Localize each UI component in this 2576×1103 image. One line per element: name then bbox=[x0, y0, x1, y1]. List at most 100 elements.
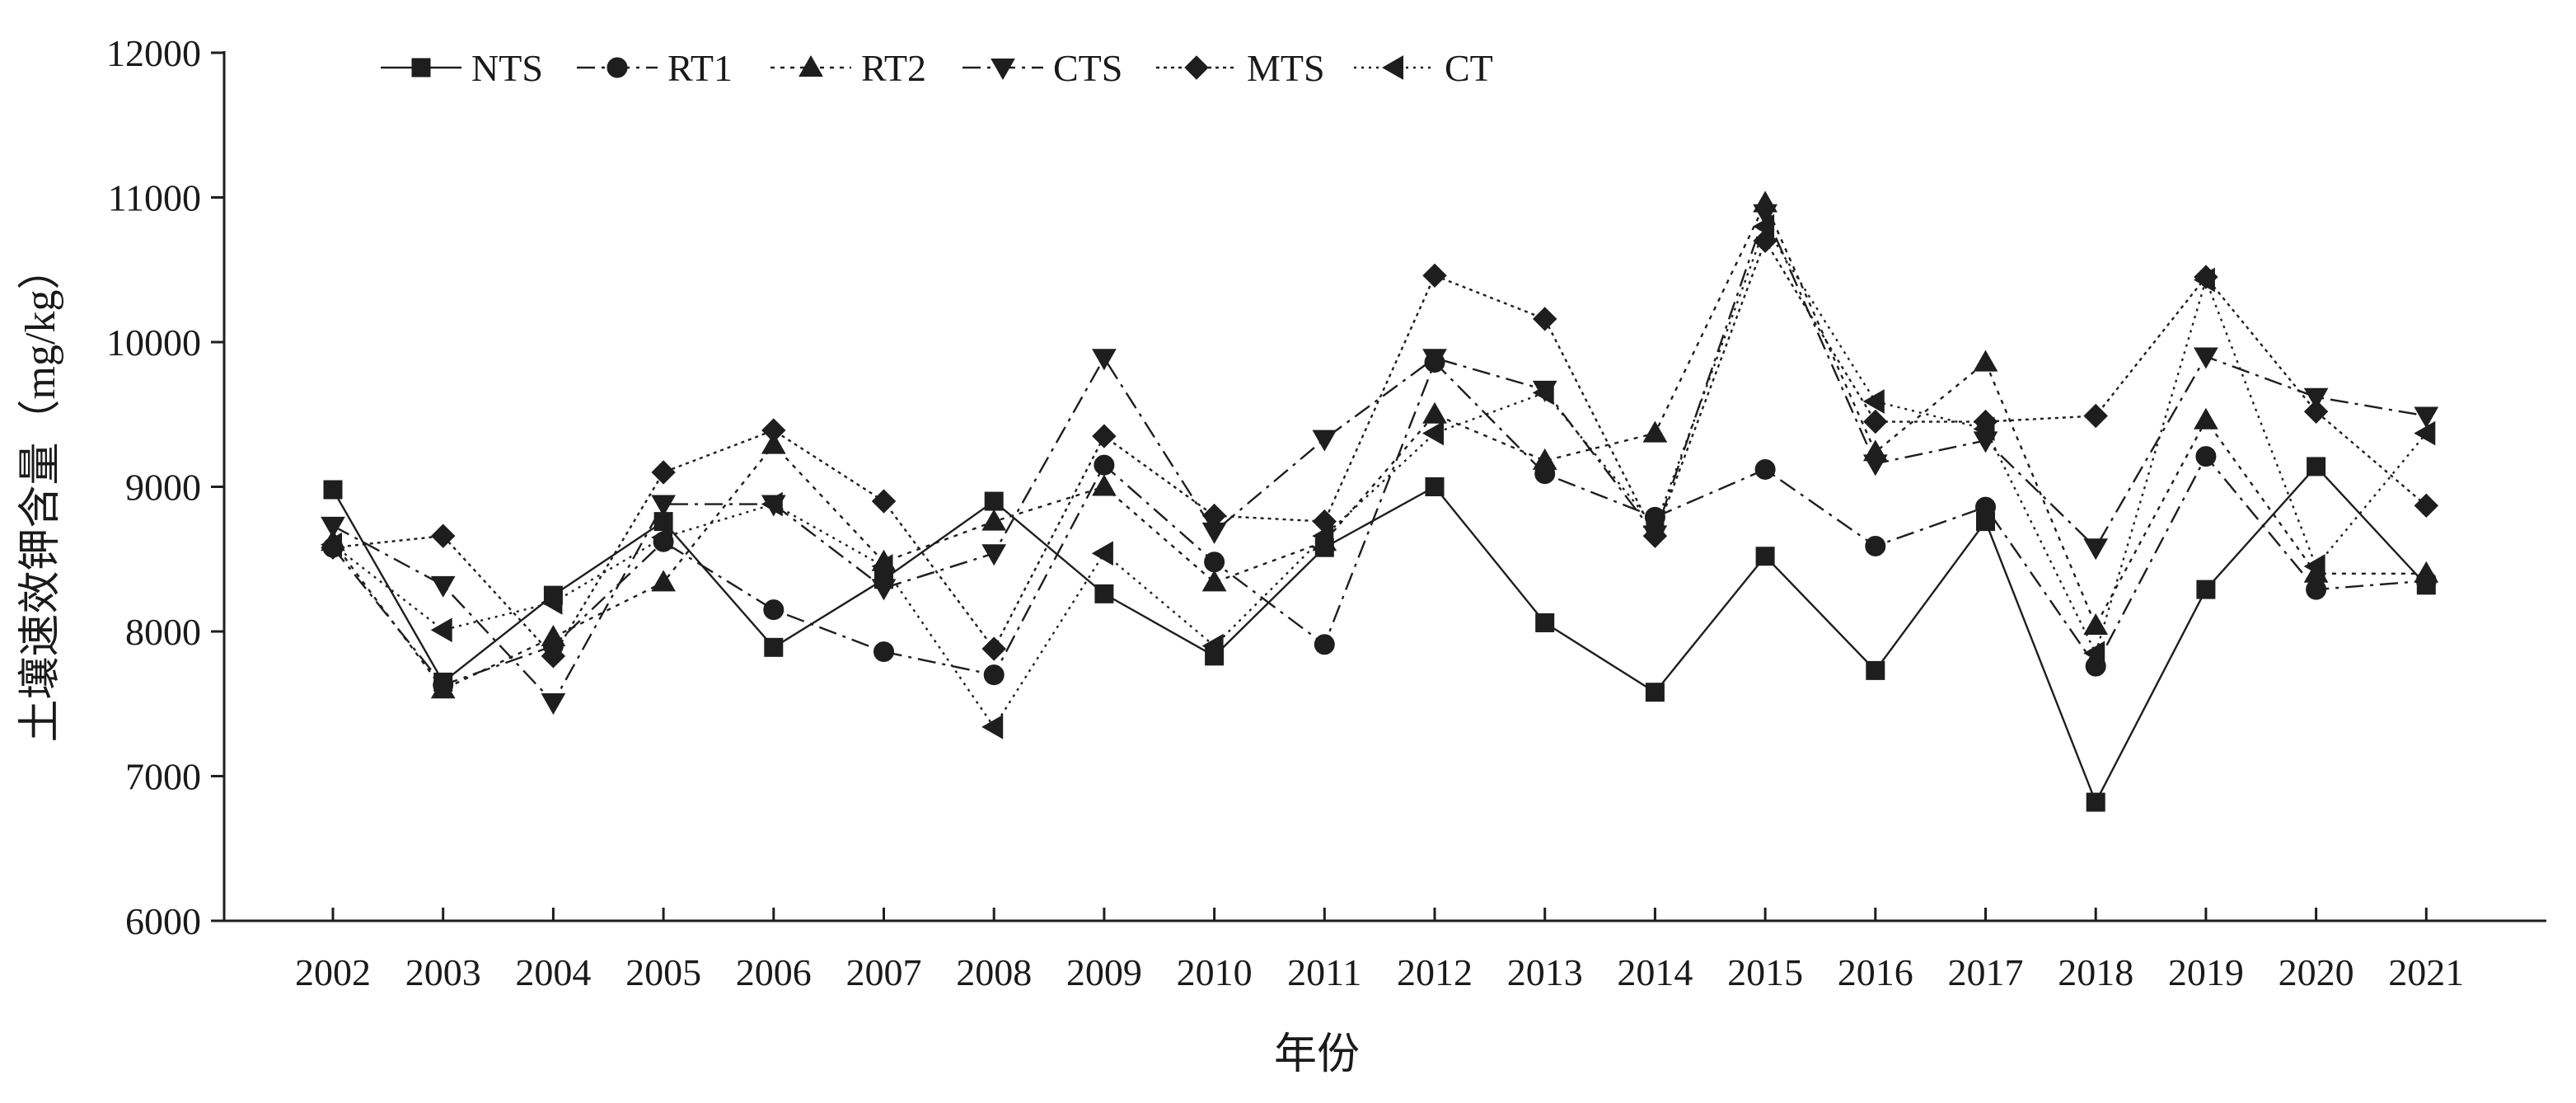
data-point-mts bbox=[1863, 409, 1888, 434]
data-point-nts bbox=[1094, 584, 1114, 603]
legend-item-nts: NTS bbox=[381, 47, 543, 89]
data-point-rt1 bbox=[873, 641, 894, 663]
data-point-rt2 bbox=[1092, 474, 1117, 496]
data-point-cts bbox=[1092, 349, 1117, 371]
data-point-ct bbox=[1753, 214, 1775, 239]
data-point-rt1 bbox=[1754, 458, 1776, 480]
data-point-mts bbox=[1532, 307, 1557, 331]
x-tick-label: 2011 bbox=[1287, 951, 1361, 993]
series-line-ct bbox=[332, 225, 2428, 729]
x-tick-label: 2020 bbox=[2279, 951, 2354, 993]
data-point-cts bbox=[2083, 538, 2109, 561]
series-mts bbox=[321, 228, 2439, 669]
series-ct bbox=[320, 214, 2436, 739]
series-line-rt1 bbox=[332, 361, 2427, 687]
data-point-nts bbox=[1866, 660, 1885, 680]
series-layer bbox=[320, 190, 2439, 812]
data-point-mts bbox=[1092, 424, 1117, 448]
data-point-rt1 bbox=[2195, 446, 2217, 467]
data-point-rt2 bbox=[1642, 420, 1668, 443]
data-point-ct bbox=[1312, 523, 1334, 549]
series-line-mts bbox=[332, 239, 2428, 658]
data-point-nts bbox=[1425, 477, 1445, 496]
legend-marker-rt2 bbox=[799, 54, 823, 77]
x-tick-label: 2017 bbox=[1948, 951, 2024, 993]
data-point-ct bbox=[1532, 380, 1554, 406]
data-point-rt2 bbox=[651, 570, 676, 592]
data-point-ct bbox=[1973, 416, 1995, 442]
legend-item-rt2: RT2 bbox=[770, 47, 926, 89]
data-point-cts bbox=[430, 575, 456, 598]
x-tick-label: 2009 bbox=[1066, 951, 1142, 993]
x-tick-label: 2013 bbox=[1507, 951, 1583, 993]
data-point-ct bbox=[981, 714, 1004, 739]
data-point-rt2 bbox=[761, 432, 786, 454]
x-tick-label: 2005 bbox=[625, 951, 701, 993]
x-tick-label: 2003 bbox=[405, 951, 481, 993]
data-point-rt2 bbox=[2083, 613, 2109, 635]
legend-item-cts: CTS bbox=[962, 47, 1122, 89]
data-point-cts bbox=[2194, 347, 2218, 369]
data-point-nts bbox=[2307, 457, 2326, 476]
data-point-cts bbox=[1862, 454, 1888, 476]
data-point-rt1 bbox=[1314, 634, 1335, 655]
axes: 6000 7000 8000 9000 10000 11000 12000 2002 2003 2… bbox=[106, 32, 2546, 993]
data-point-ct bbox=[2303, 554, 2325, 579]
x-tick-label: 2019 bbox=[2168, 951, 2244, 993]
y-tick-label: 12000 bbox=[106, 32, 201, 74]
legend-item-rt1: RT1 bbox=[577, 47, 733, 89]
data-point-cts bbox=[2303, 387, 2329, 410]
series-line-cts bbox=[332, 212, 2427, 704]
data-point-ct bbox=[2083, 641, 2105, 666]
data-point-nts bbox=[1645, 683, 1665, 702]
data-point-nts bbox=[1535, 613, 1555, 632]
data-point-mts bbox=[981, 636, 1006, 661]
x-tick-label: 2015 bbox=[1727, 951, 1803, 993]
x-tick-label: 2008 bbox=[956, 951, 1032, 993]
data-point-ct bbox=[1642, 514, 1665, 540]
data-point-mts bbox=[871, 489, 897, 514]
data-point-cts bbox=[981, 544, 1007, 566]
y-tick-label: 10000 bbox=[106, 322, 201, 364]
y-tick-label: 6000 bbox=[125, 900, 201, 942]
data-point-mts bbox=[541, 644, 566, 669]
series-line-nts bbox=[331, 465, 2428, 804]
data-point-ct bbox=[1862, 389, 1885, 414]
data-point-mts bbox=[1201, 503, 1227, 528]
data-point-cts bbox=[651, 495, 676, 517]
data-point-ct bbox=[1201, 633, 1224, 659]
data-point-ct bbox=[320, 532, 342, 557]
data-point-cts bbox=[1422, 349, 1447, 371]
legend-label-rt2: RT2 bbox=[861, 47, 926, 89]
series-cts bbox=[321, 204, 2439, 716]
data-point-nts bbox=[2086, 792, 2105, 812]
legend-marker-mts bbox=[1184, 55, 1209, 80]
data-point-rt2 bbox=[430, 677, 456, 699]
data-point-nts bbox=[984, 491, 1004, 511]
x-tick-label: 2018 bbox=[2058, 951, 2133, 993]
x-tick-label: 2007 bbox=[846, 951, 922, 993]
legend: NTS RT1 RT2 CTS MTS CT bbox=[381, 47, 1493, 89]
series-rt2 bbox=[321, 190, 2439, 699]
legend-marker-cts bbox=[991, 59, 1015, 81]
x-tick-label: 2021 bbox=[2388, 951, 2464, 993]
x-tick-label: 2004 bbox=[515, 951, 591, 993]
legend-label-cts: CTS bbox=[1053, 47, 1122, 89]
y-tick-label: 9000 bbox=[125, 467, 201, 509]
data-point-mts bbox=[430, 523, 456, 548]
data-point-rt2 bbox=[1422, 401, 1447, 424]
legend-label-ct: CT bbox=[1445, 47, 1493, 89]
data-point-rt2 bbox=[1973, 350, 1998, 372]
data-point-mts bbox=[2083, 403, 2108, 429]
data-point-nts bbox=[2196, 580, 2216, 599]
data-point-ct bbox=[651, 525, 673, 550]
data-point-rt2 bbox=[541, 625, 566, 647]
data-point-rt2 bbox=[2194, 407, 2218, 429]
y-axis-title: 土壤速效钾含量（mg/kg） bbox=[17, 247, 64, 743]
data-point-cts bbox=[1753, 204, 1777, 226]
series-line-rt2 bbox=[332, 202, 2427, 691]
data-point-rt2 bbox=[1532, 448, 1557, 470]
y-tick-label: 8000 bbox=[125, 611, 201, 653]
x-tick-label: 2012 bbox=[1397, 951, 1473, 993]
